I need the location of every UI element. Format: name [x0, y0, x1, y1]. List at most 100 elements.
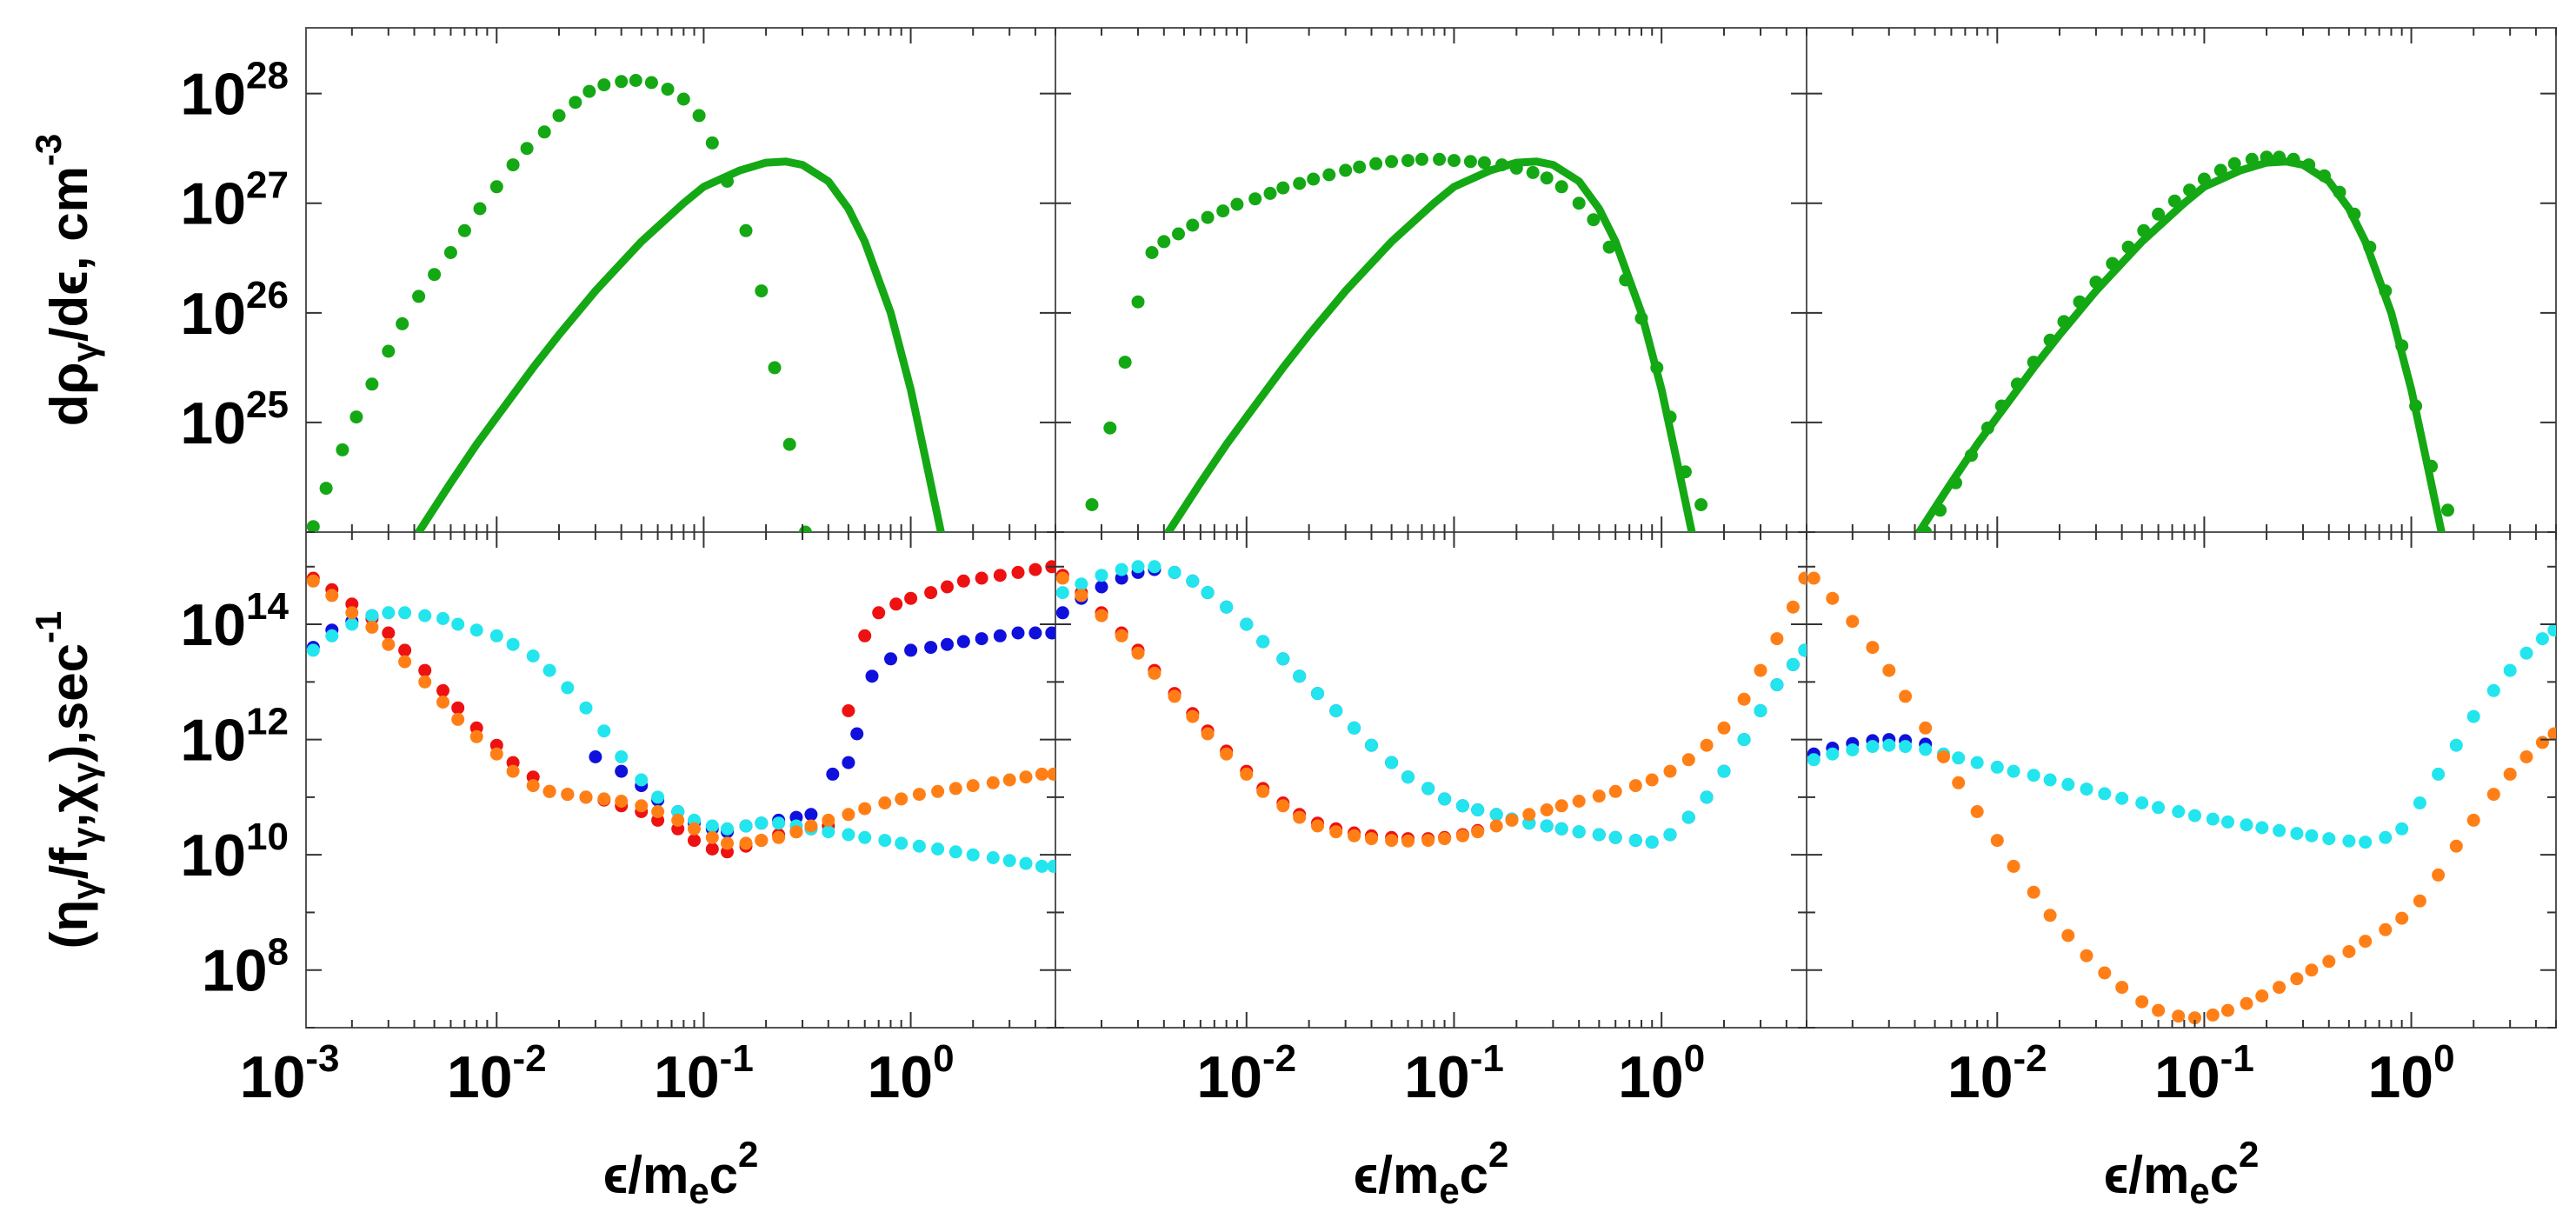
data-point-cyan [2273, 823, 2286, 837]
data-point-orange [986, 776, 1000, 789]
data-point-cyan [2135, 796, 2149, 809]
data-point-orange [1681, 753, 1695, 767]
data-point-orange [2273, 981, 2286, 995]
data-point-orange [2342, 945, 2356, 958]
data-point-orange [1131, 646, 1145, 660]
data-point-orange [2432, 868, 2446, 882]
data-point-orange [2135, 995, 2149, 1009]
data-point-orange [2188, 1011, 2201, 1025]
data-point-orange [1798, 571, 1807, 585]
data-point-cyan [1807, 753, 1821, 767]
data-point-cyan [2061, 777, 2075, 791]
data-point-orange [2519, 750, 2533, 763]
data-point-simulated-spectrum [457, 223, 471, 237]
data-point-cyan [1754, 704, 1767, 717]
data-point-simulated-spectrum [1401, 154, 1414, 168]
data-point-cyan [895, 836, 909, 850]
right-rates-plot [1807, 571, 2556, 1025]
data-point-cyan [1240, 617, 1254, 631]
data-point-orange [542, 784, 556, 798]
data-point-cyan [1628, 834, 1642, 848]
data-point-simulated-spectrum [506, 158, 520, 172]
data-point-simulated-spectrum [1694, 498, 1708, 511]
data-point-orange [772, 830, 786, 844]
data-point-cyan [1717, 764, 1731, 778]
data-point-cyan [2172, 805, 2186, 818]
data-point-cyan [365, 609, 379, 623]
data-point-orange [1401, 834, 1414, 848]
panel-frame-left-rates [305, 531, 1056, 1029]
data-point-simulated-spectrum [552, 109, 566, 123]
data-point-cyan [1882, 738, 1896, 752]
data-point-blue [1011, 626, 1025, 640]
data-point-orange [2043, 909, 2057, 922]
data-point-orange [671, 813, 685, 827]
data-point-simulated-spectrum [1263, 186, 1277, 200]
chart-marks [306, 74, 2556, 1025]
data-point-cyan [597, 724, 611, 738]
data-point-cyan [1489, 808, 1503, 822]
data-point-orange [1717, 721, 1731, 735]
data-point-cyan [1186, 574, 1200, 588]
data-point-orange [1826, 591, 1840, 605]
data-point-orange [1645, 773, 1659, 787]
data-point-orange [878, 796, 892, 809]
y-tick-label: 1025 [180, 383, 289, 456]
data-point-cyan [1572, 825, 1586, 839]
data-point-simulated-spectrum [1157, 235, 1171, 249]
data-point-cyan [1256, 635, 1270, 649]
y-tick-label: 1014 [180, 585, 289, 658]
data-point-red [993, 569, 1007, 583]
data-point-red [842, 704, 855, 717]
data-point-cyan [2080, 782, 2093, 796]
data-point-orange [2061, 929, 2075, 942]
data-point-blue [975, 632, 988, 646]
data-point-simulated-spectrum [319, 482, 333, 496]
data-point-blue [804, 808, 818, 822]
data-point-orange [1505, 813, 1519, 827]
data-point-orange [1348, 829, 1361, 842]
data-point-orange [1311, 819, 1324, 833]
data-point-cyan [705, 819, 719, 833]
data-point-cyan [306, 643, 320, 657]
data-point-orange [2255, 989, 2269, 1002]
x-tick-label: 10-3 [240, 1037, 340, 1110]
data-point-orange [789, 825, 803, 839]
y-axis-title-rates: (ηγ/fγ,χγ),sec-1 [28, 611, 105, 949]
data-point-orange [2379, 922, 2393, 936]
x-tick-label: 10-1 [2154, 1037, 2254, 1110]
data-point-orange [2240, 996, 2253, 1010]
data-point-cyan [489, 629, 503, 643]
data-point-cyan [2503, 663, 2517, 677]
data-point-cyan [2322, 832, 2336, 846]
data-point-blue [589, 750, 602, 763]
data-point-orange [1608, 784, 1622, 798]
series-line-model-curve [1915, 157, 2446, 532]
data-point-simulated-spectrum [1131, 295, 1145, 309]
data-point-orange [912, 788, 926, 802]
data-point-simulated-spectrum [349, 410, 363, 424]
data-point-simulated-spectrum [1248, 192, 1262, 206]
data-point-cyan [1095, 569, 1108, 583]
data-point-simulated-spectrum [336, 443, 349, 456]
data-point-cyan [1608, 830, 1622, 844]
series-line-model-curve [1164, 157, 1696, 532]
data-point-simulated-spectrum [489, 180, 503, 194]
data-point-cyan [469, 623, 483, 637]
data-point-red [858, 629, 872, 643]
data-point-red [924, 586, 938, 600]
data-point-simulated-spectrum [705, 136, 719, 150]
data-point-cyan [1047, 859, 1055, 873]
data-point-orange [1047, 767, 1055, 781]
data-point-orange [1075, 589, 1088, 603]
data-point-simulated-spectrum [1526, 165, 1540, 179]
data-point-orange [1201, 727, 1215, 741]
data-point-simulated-spectrum [768, 361, 782, 375]
data-point-simulated-spectrum [582, 84, 596, 98]
data-point-cyan [1899, 740, 1913, 754]
data-point-orange [2359, 935, 2373, 949]
x-tick-label: 100 [2367, 1037, 2454, 1110]
data-point-orange [2395, 911, 2409, 925]
data-point-orange [651, 805, 665, 818]
data-point-orange [1866, 641, 1880, 655]
